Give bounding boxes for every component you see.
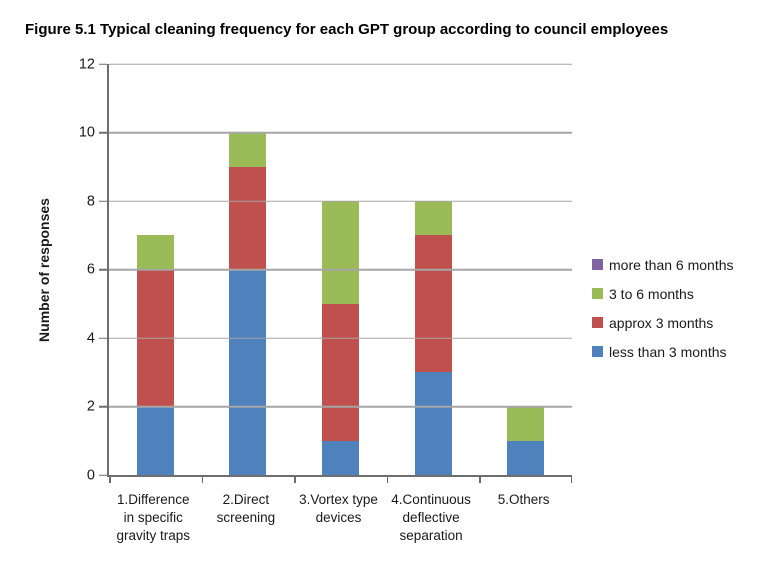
bar-segment-3-to-6-months	[229, 132, 267, 167]
y-axis-tick-10	[99, 131, 107, 134]
x-axis-tick-5	[570, 477, 572, 483]
bar-segment-3-to-6-months	[321, 201, 359, 304]
bar-column-3	[294, 64, 387, 475]
gridline-8	[109, 200, 572, 202]
bar-column-5	[479, 64, 572, 475]
gridline-6	[109, 268, 572, 271]
y-tick-label-12: 12	[78, 55, 95, 72]
y-axis-tick-4	[99, 337, 107, 339]
bar-segment-approx-3-months	[321, 303, 359, 441]
legend-item-approx-3-months: approx 3 months	[592, 308, 734, 337]
legend-label-more-than-6-months: more than 6 months	[609, 256, 734, 273]
gridline-12	[109, 63, 572, 65]
bar-stack-5	[507, 64, 545, 475]
y-axis-title-text: Number of responses	[36, 197, 52, 342]
bar-segment-less-than-3-months	[507, 440, 545, 475]
legend-label-less-than-3-months: less than 3 months	[609, 343, 727, 360]
legend-label-3-to-6-months: 3 to 6 months	[609, 285, 694, 302]
x-tick-label-5: 5.Others	[497, 492, 550, 507]
legend-label-approx-3-months: approx 3 months	[609, 314, 714, 331]
legend-swatch-approx-3-months	[592, 317, 603, 328]
x-axis-tick-4	[479, 477, 481, 483]
x-axis-tick-3	[386, 477, 389, 483]
legend-item-more-than-6-months: more than 6 months	[592, 250, 734, 279]
x-tick-label-4: 4.Continuous deflective separation	[391, 492, 471, 543]
x-axis-labels: 1.Difference in specific gravity traps 2.…	[107, 491, 570, 545]
gridline-4	[109, 337, 572, 339]
y-axis-tick-8	[99, 200, 107, 202]
legend-swatch-3-to-6-months	[592, 288, 603, 299]
x-tick-label-3: 3.Vortex type devices	[299, 492, 378, 525]
y-tick-label-2: 2	[86, 398, 95, 415]
gridline-2	[109, 405, 572, 408]
x-tick-label-1: 1.Difference in specific gravity traps	[116, 492, 191, 543]
plot-area	[99, 63, 572, 483]
bar-segment-3-to-6-months	[507, 406, 545, 441]
x-axis-tick-2	[294, 477, 296, 483]
legend-swatch-more-than-6-months	[592, 259, 603, 270]
legend-swatch-less-than-3-months	[592, 346, 603, 357]
bar-column-2	[202, 64, 295, 475]
bars	[109, 64, 572, 475]
bar-stack-4	[414, 64, 452, 475]
y-tick-label-4: 4	[86, 329, 95, 346]
y-axis-tick-12	[99, 63, 107, 65]
y-tick-label-8: 8	[86, 192, 95, 209]
y-axis-tick-0	[99, 474, 107, 476]
y-tick-label-10: 10	[78, 124, 95, 141]
y-axis-tick-6	[99, 268, 107, 271]
bar-segment-less-than-3-months	[136, 406, 174, 475]
legend-item-less-than-3-months: less than 3 months	[592, 337, 734, 366]
bar-segment-approx-3-months	[229, 166, 267, 270]
bar-segment-3-to-6-months	[136, 235, 174, 270]
y-tick-label-0: 0	[86, 466, 95, 483]
bar-segment-less-than-3-months	[229, 269, 267, 475]
x-axis-tick-1	[201, 477, 204, 483]
x-axis-tick-0	[109, 477, 111, 483]
y-axis-tick-2	[99, 405, 107, 408]
y-axis-labels: 0 2 4 6 8 10 12	[52, 57, 95, 482]
bar-stack-3	[321, 64, 359, 475]
bar-segment-less-than-3-months	[414, 372, 452, 475]
gridline-10	[109, 131, 572, 134]
bar-segment-3-to-6-months	[414, 201, 452, 236]
bar-segment-less-than-3-months	[321, 440, 359, 475]
bar-column-4	[387, 64, 480, 475]
y-tick-label-6: 6	[86, 261, 95, 278]
x-tick-label-2: 2.Direct screening	[216, 492, 276, 525]
legend-item-3-to-6-months: 3 to 6 months	[592, 279, 734, 308]
legend: more than 6 months 3 to 6 months approx 3 …	[592, 250, 734, 366]
figure-caption: Figure 5.1 Typical cleaning frequency fo…	[25, 21, 669, 38]
bar-segment-approx-3-months	[414, 235, 452, 373]
bar-stack-2	[229, 64, 267, 475]
